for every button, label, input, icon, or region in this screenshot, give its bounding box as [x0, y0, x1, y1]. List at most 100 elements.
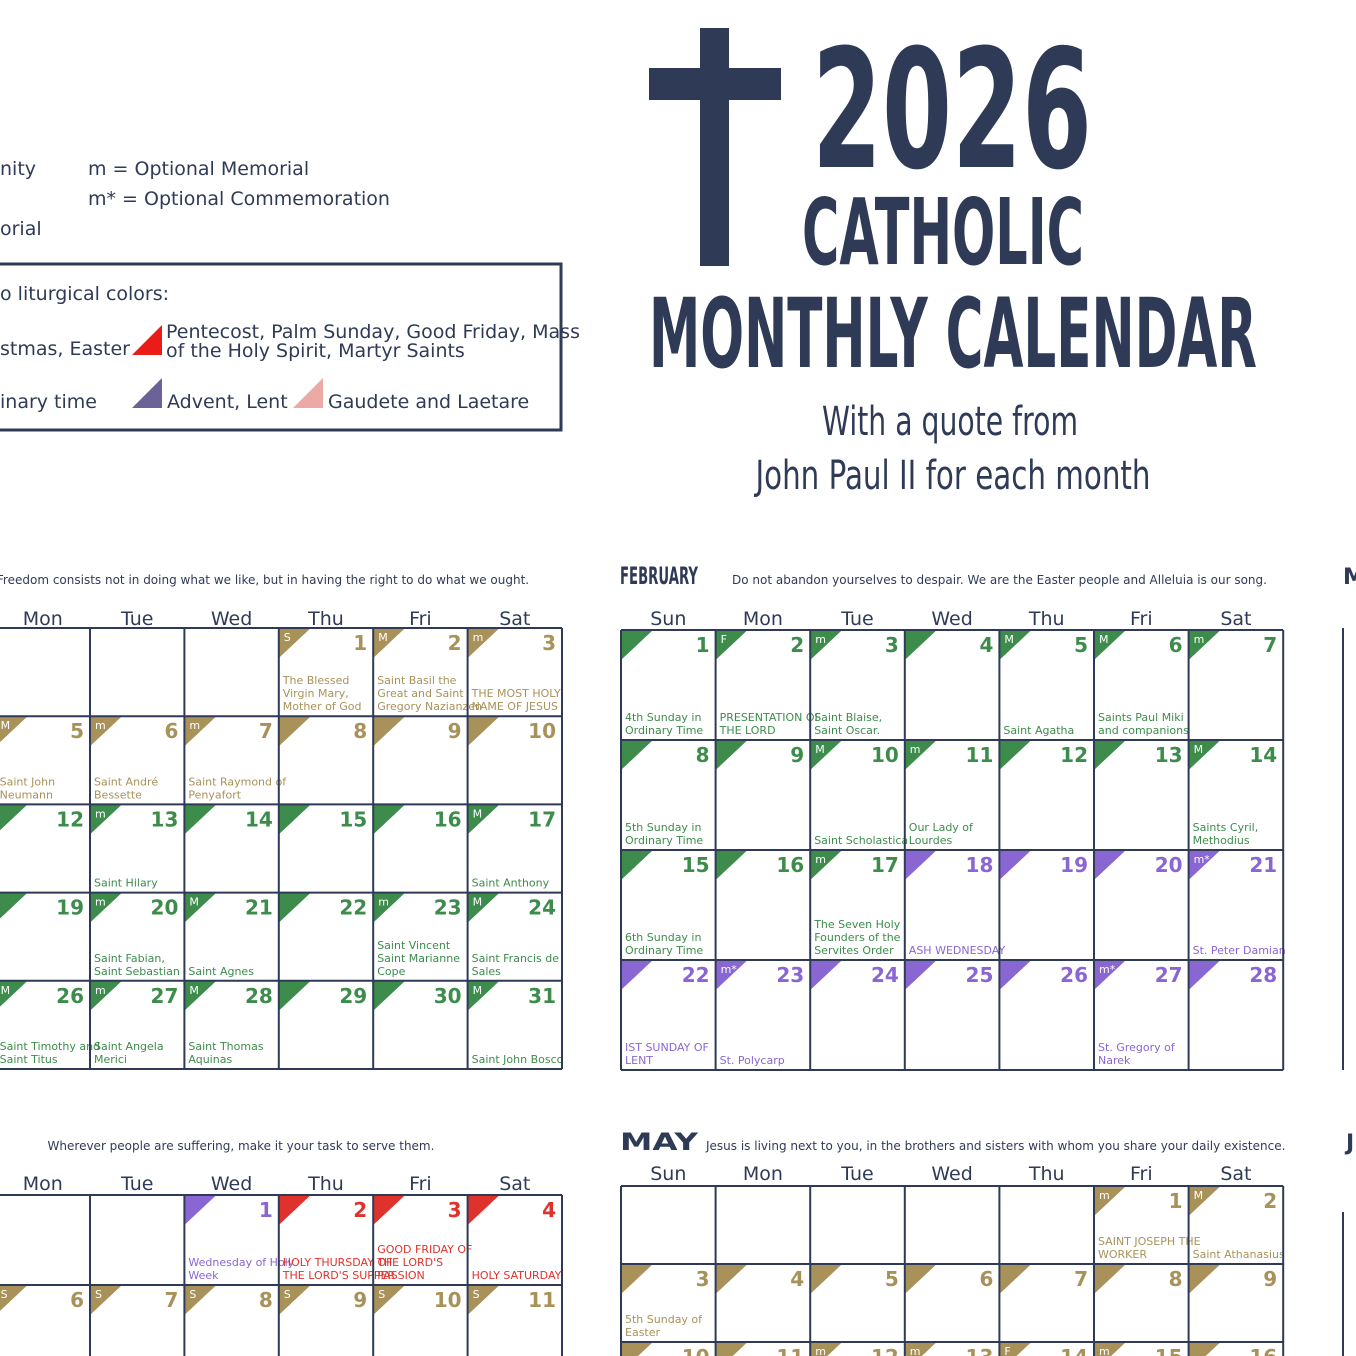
day-number: 3 — [696, 1267, 710, 1291]
season-corner — [467, 716, 500, 747]
rank: m* — [721, 963, 738, 976]
day-number: 10 — [682, 1345, 710, 1356]
day-number: 16 — [434, 807, 462, 831]
day-number: 5 — [885, 1267, 899, 1291]
title-line: CATHOLIC — [802, 179, 1084, 286]
weekday: Mon — [743, 608, 783, 630]
saint-note: Saint Vincent Saint Marianne Cope — [377, 939, 463, 978]
season-corner — [467, 892, 500, 923]
day-number: 4 — [790, 1267, 804, 1291]
saint-note: ASH WEDNESDAY — [909, 944, 1006, 957]
season-corner — [1094, 960, 1126, 990]
season-corner — [278, 1285, 311, 1315]
day-number: 8 — [1169, 1267, 1183, 1291]
day-number: 5 — [1074, 633, 1088, 657]
rank: S — [284, 1288, 291, 1301]
saint-note: Saint Francis de Sales — [472, 952, 563, 978]
legend-swatch — [132, 325, 162, 355]
day-number: 16 — [1249, 1345, 1277, 1356]
month-name: FEBRUARY — [620, 562, 698, 590]
year: 2026 — [812, 14, 1092, 206]
season-corner — [278, 980, 311, 1011]
weekday: Wed — [211, 608, 252, 630]
day-number: 10 — [528, 719, 556, 743]
day-number: 23 — [776, 963, 804, 987]
season-corner — [904, 850, 937, 880]
saint-note: Saint Agatha — [1003, 724, 1074, 737]
day-number: 3 — [542, 631, 556, 655]
season-corner — [1094, 850, 1126, 880]
rank: M — [473, 984, 483, 997]
season-corner — [715, 960, 748, 990]
season-corner — [810, 960, 843, 990]
month-quote: Jesus is living next to you, in the brot… — [705, 1139, 1285, 1153]
season-corner — [999, 960, 1032, 990]
rank: M — [1099, 633, 1109, 646]
day-number: 12 — [56, 807, 84, 831]
season-corner — [999, 740, 1032, 770]
season-corner — [467, 1285, 500, 1315]
season-corner — [90, 716, 122, 747]
legend-label: inary time — [0, 391, 97, 413]
legend-label: Advent, Lent — [167, 391, 288, 413]
day-number: 23 — [434, 896, 462, 920]
season-corner — [904, 960, 937, 990]
rank: m — [95, 719, 106, 732]
rank: m — [95, 984, 106, 997]
day-number: 14 — [1060, 1345, 1088, 1356]
saint-note: GOOD FRIDAY OF THE LORD'S PASSION — [376, 1243, 476, 1282]
season-corner — [278, 892, 311, 923]
day-number: 3 — [885, 633, 899, 657]
rank: m — [95, 807, 106, 820]
weekday: Tue — [840, 608, 873, 630]
saint-note: Saint Scholastica — [814, 834, 908, 847]
legend-rank: orial — [0, 218, 42, 240]
day-number: 7 — [1263, 633, 1277, 657]
subtitle: John Paul II for each month — [753, 453, 1150, 499]
weekday: Sat — [499, 1173, 530, 1195]
weekday: Mon — [23, 1173, 63, 1195]
season-corner — [278, 628, 311, 658]
saint-note: Saint John Neumann — [0, 775, 59, 801]
month-quote: Freedom consists not in doing what we li… — [0, 573, 529, 587]
month-name: MAY — [620, 1128, 699, 1156]
day-number: 11 — [966, 743, 994, 767]
season-corner — [184, 1285, 217, 1315]
day-number: 24 — [871, 963, 899, 987]
season-corner — [184, 804, 217, 835]
season-corner — [184, 980, 217, 1011]
day-number: 1 — [696, 633, 710, 657]
saint-note: 5th Sunday in Ordinary Time — [625, 821, 705, 847]
weekday: Fri — [409, 608, 432, 630]
rank: m — [910, 1345, 921, 1356]
rank: S — [284, 631, 291, 644]
day-number: 6 — [70, 1288, 84, 1312]
season-corner — [1094, 1342, 1126, 1356]
weekday: Wed — [211, 1173, 252, 1195]
day-number: 21 — [245, 896, 273, 920]
saint-note: Wednesday of Holy Week — [188, 1256, 297, 1282]
season-corner — [1188, 960, 1221, 990]
rank: M — [1, 984, 11, 997]
season-corner — [999, 1264, 1032, 1294]
weekday: Thu — [307, 608, 344, 630]
day-number: 20 — [151, 896, 179, 920]
season-corner — [0, 892, 28, 919]
weekday: Mon — [23, 608, 63, 630]
day-number: 3 — [448, 1198, 462, 1222]
rank: S — [95, 1288, 102, 1301]
day-number: 19 — [56, 896, 84, 920]
rank: S — [378, 1288, 385, 1301]
legend-label: of the Holy Spirit, Martyr Saints — [166, 340, 465, 362]
season-corner — [1094, 740, 1126, 770]
day-number: 27 — [151, 984, 179, 1008]
day-number: 4 — [542, 1198, 556, 1222]
day-number: 7 — [259, 719, 273, 743]
day-number: 10 — [871, 743, 899, 767]
season-corner — [715, 1264, 748, 1294]
day-number: 20 — [1155, 853, 1183, 877]
day-number: 2 — [353, 1198, 367, 1222]
weekday: Sat — [1220, 608, 1251, 630]
rank: M — [1, 719, 11, 732]
legend-box — [0, 262, 563, 432]
